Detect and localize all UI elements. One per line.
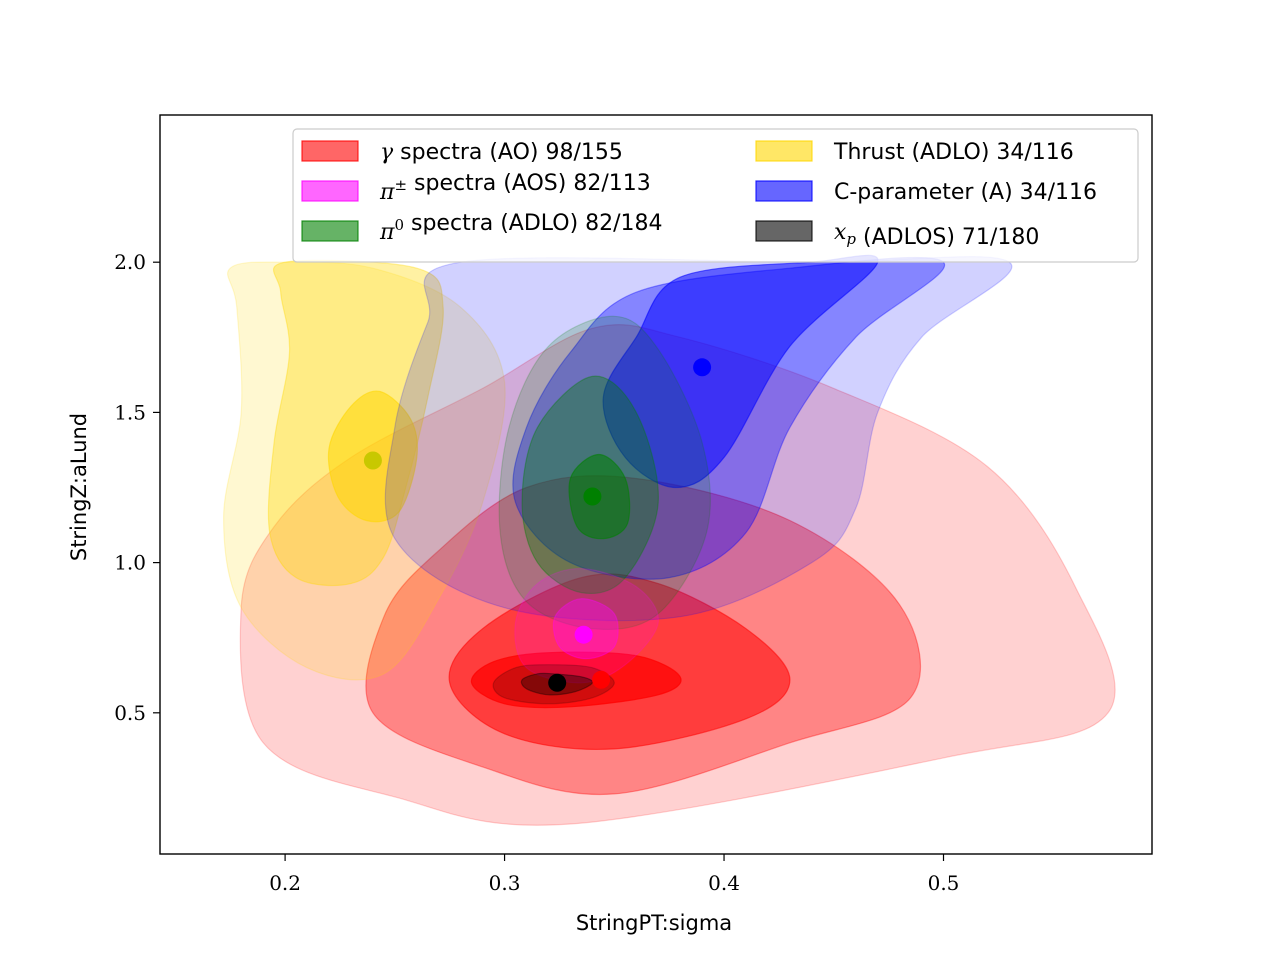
thrust-best-fit-point [363, 451, 382, 470]
pi0-spectra-best-fit-point [583, 487, 602, 506]
x-tick-label: 0.2 [269, 871, 301, 895]
gamma-spectra-legend-label: γ spectra (AO) 98/155 [380, 140, 623, 165]
contour-layer [222, 254, 1116, 826]
gamma-spectra-contour-4 [470, 651, 682, 709]
y-tick-label: 1.5 [114, 400, 146, 424]
pi-pm-spectra-contour-1 [514, 567, 659, 684]
pi0-spectra-legend-swatch [301, 220, 359, 242]
legend: γ spectra (AO) 98/155 π± spectra (AOS) 82… [292, 128, 1139, 263]
y-tick-label: 0.5 [114, 701, 146, 725]
thrust-legend-swatch [755, 140, 813, 162]
xp-best-fit-point [548, 673, 567, 692]
pi-pm-spectra-legend-label: π± spectra (AOS) 82/113 [379, 171, 651, 205]
x-tick-label: 0.3 [489, 871, 521, 895]
y-axis-label: StringZ:aLund [67, 413, 91, 561]
y-tick-label: 1.0 [114, 551, 146, 575]
gamma-spectra-best-fit-point [592, 670, 611, 689]
gamma-spectra-legend-swatch [301, 140, 359, 162]
plot-frame [159, 114, 1153, 855]
c-parameter-best-fit-point [693, 358, 712, 377]
xp-legend-label: xp (ADLOS) 71/180 [834, 220, 1039, 250]
thrust-legend-label: Thrust (ADLO) 34/116 [833, 140, 1074, 165]
x-axis-label: StringPT:sigma [576, 911, 732, 935]
axis-ticks: 0.2 0.3 0.4 0.5 0.5 1.0 1.5 2.0 [114, 250, 959, 895]
c-parameter-legend-swatch [755, 180, 813, 202]
y-tick-label: 2.0 [114, 250, 146, 274]
pi0-spectra-legend-label: π0 spectra (ADLO) 82/184 [379, 211, 663, 245]
pi-pm-spectra-best-fit-point [574, 625, 593, 644]
best-fit-layer [363, 358, 712, 692]
xp-legend-swatch [755, 220, 813, 242]
x-tick-label: 0.4 [708, 871, 740, 895]
c-parameter-legend-label: C-parameter (A) 34/116 [834, 180, 1097, 205]
x-tick-label: 0.5 [928, 871, 960, 895]
legend-box [292, 128, 1139, 263]
pi-pm-spectra-legend-swatch [301, 180, 359, 202]
